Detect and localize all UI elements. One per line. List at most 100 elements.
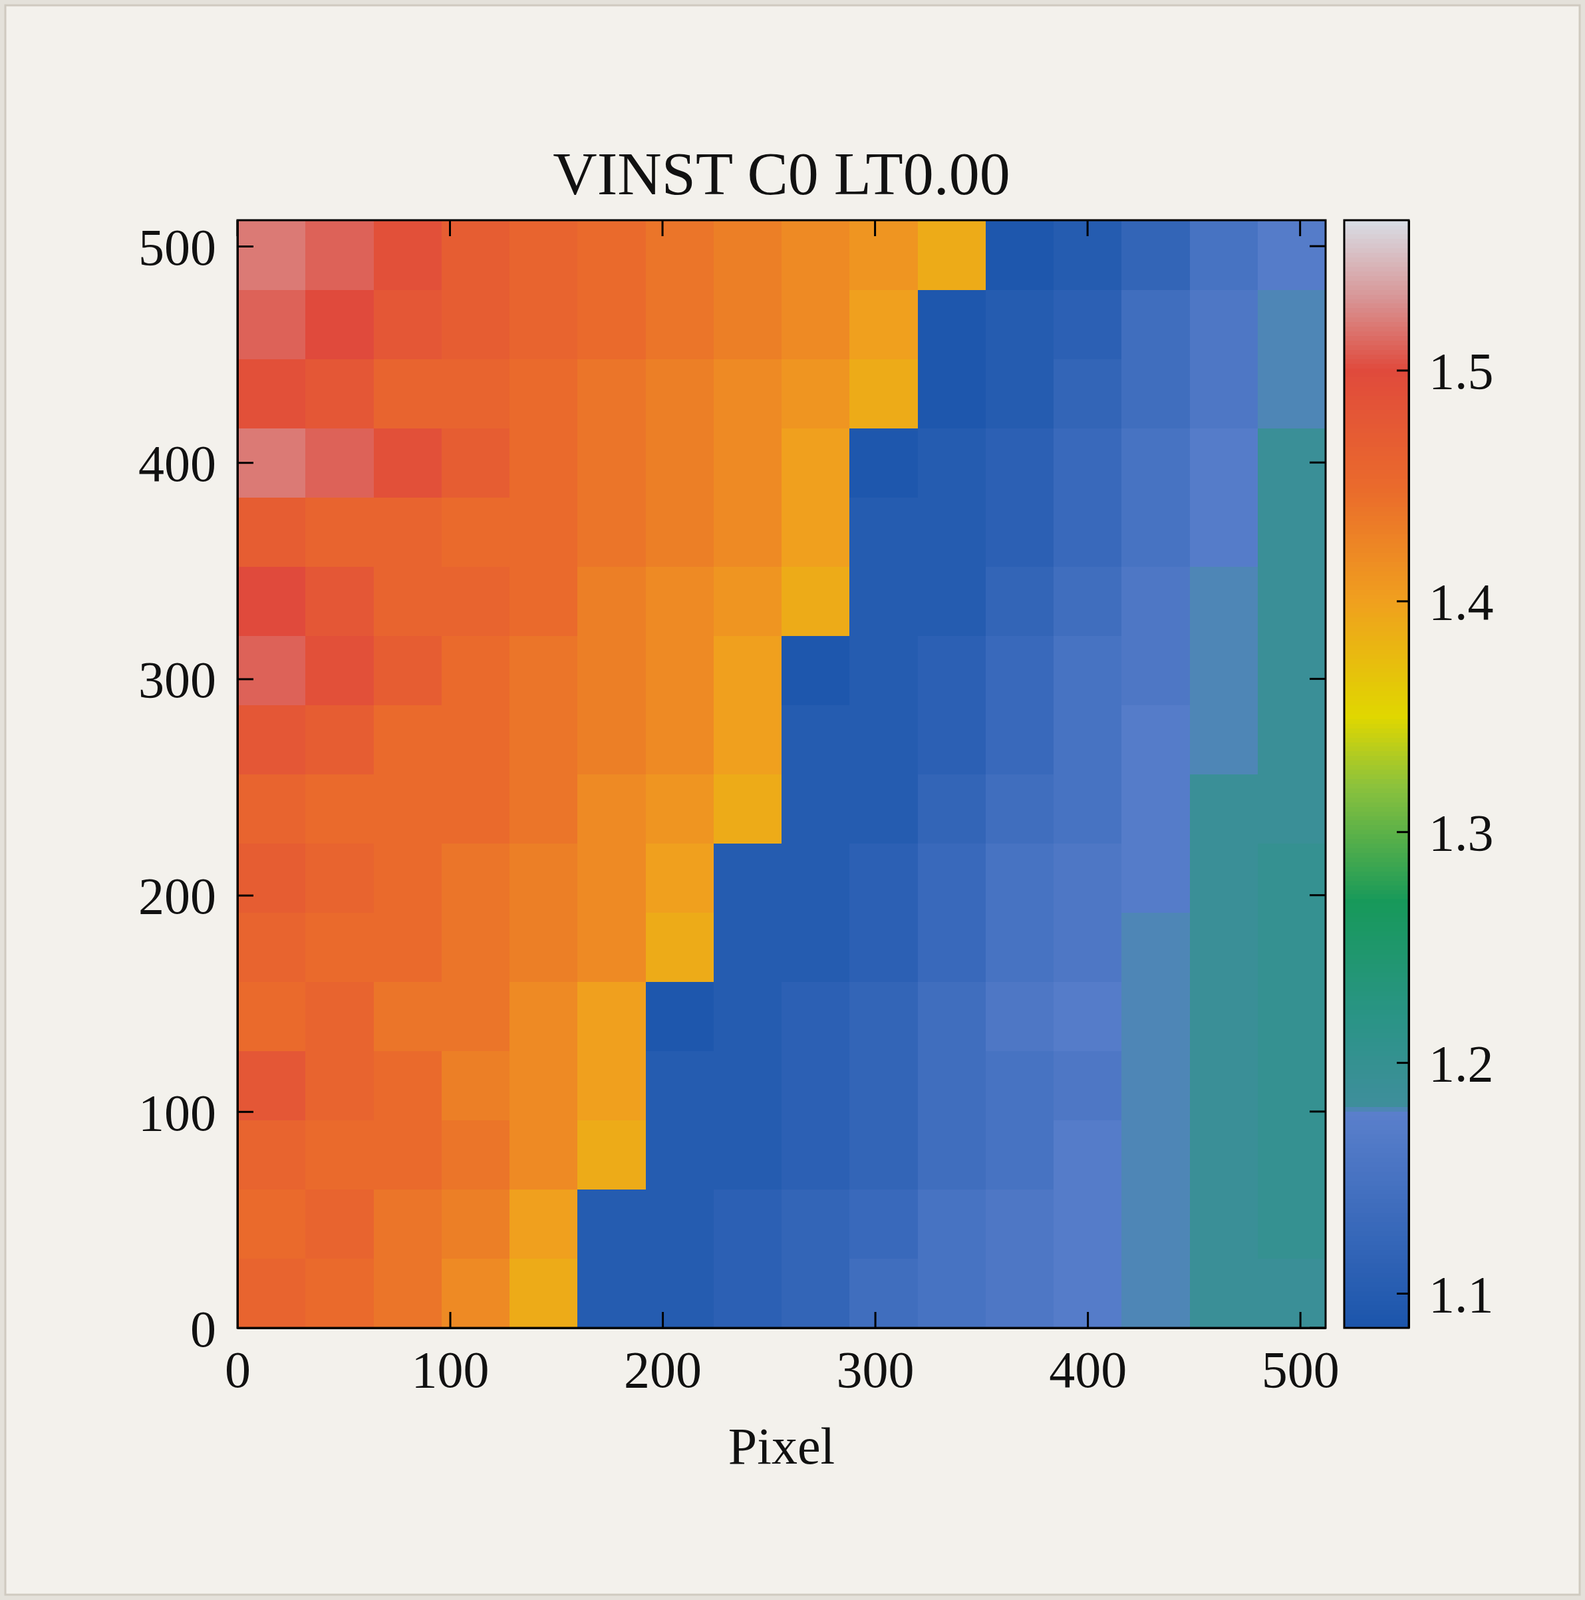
tick-mark (874, 1311, 877, 1328)
color-bar-slice (1344, 1069, 1409, 1075)
cell (1121, 1189, 1190, 1260)
cell (645, 566, 715, 636)
color-bar-slice (1344, 1313, 1409, 1319)
color-bar-slice (1344, 626, 1409, 632)
cell (917, 358, 987, 429)
cell (577, 981, 646, 1052)
color-bar-slice (1344, 1217, 1409, 1223)
cell (985, 635, 1055, 706)
color-bar-slice (1344, 856, 1409, 863)
color-bar-slice (1344, 409, 1409, 415)
cell (237, 704, 306, 775)
color-bar-slice (1344, 529, 1409, 535)
color-bar-slice (1344, 1106, 1409, 1112)
cell (1121, 704, 1190, 775)
color-bar-slice (1344, 741, 1409, 747)
cell (781, 843, 851, 914)
cell (1257, 358, 1326, 429)
color-bar-slice (1344, 713, 1409, 720)
cell (237, 1258, 306, 1328)
color-bar-slice (1344, 349, 1409, 355)
color-bar-slice (1344, 464, 1409, 471)
cell (509, 427, 578, 498)
cell (985, 843, 1055, 914)
cell (577, 496, 646, 567)
cell (1257, 912, 1326, 983)
color-bar-slice (1344, 963, 1409, 969)
cell (1053, 427, 1123, 498)
cell (917, 704, 987, 775)
color-bar-slice (1344, 746, 1409, 752)
color-bar-slice (1344, 824, 1409, 831)
cell (305, 774, 374, 845)
color-bar-slice (1344, 593, 1409, 600)
cell (373, 289, 443, 360)
color-bar-slice (1344, 1272, 1409, 1278)
cell (577, 1050, 646, 1121)
cell (441, 843, 511, 914)
cell (441, 704, 511, 775)
color-bar-slice (1344, 266, 1409, 272)
color-bar-slice (1344, 1170, 1409, 1176)
color-bar-slice (1344, 875, 1409, 881)
color-bar-slice (1344, 224, 1409, 231)
color-bar-axis: 1.11.21.31.41.5 (1396, 220, 1494, 1329)
cell (849, 220, 918, 290)
color-bar-slice (1344, 1230, 1409, 1236)
tick-mark (1309, 1110, 1326, 1113)
cell (373, 843, 443, 914)
color-bar-slice (1344, 293, 1409, 300)
color-bar (1344, 220, 1409, 1329)
color-bar-slice (1344, 1096, 1409, 1103)
cell (645, 774, 715, 845)
cell (985, 427, 1055, 498)
color-bar-slice (1344, 303, 1409, 309)
color-bar-slice (1344, 331, 1409, 337)
cell (509, 912, 578, 983)
cell (509, 220, 578, 290)
cell (305, 496, 374, 567)
cell (645, 1120, 715, 1190)
cell (373, 496, 443, 567)
color-bar-slice (1344, 418, 1409, 424)
tick-mark (1396, 830, 1409, 833)
cell (1257, 704, 1326, 775)
cell (645, 981, 715, 1052)
color-bar-slice (1344, 1018, 1409, 1024)
cell (1121, 912, 1190, 983)
color-bar-slice (1344, 579, 1409, 586)
cell (849, 635, 918, 706)
color-bar-slice (1344, 1244, 1409, 1250)
tick-label: 300 (836, 1340, 915, 1399)
color-bar-slice (1344, 1004, 1409, 1010)
tick-label: 1.1 (1428, 1265, 1494, 1323)
color-bar-slice (1344, 903, 1409, 909)
tick: 100 (411, 1311, 490, 1399)
cell (441, 496, 511, 567)
color-bar-slice (1344, 289, 1409, 295)
cell (985, 1050, 1055, 1121)
tick-mark (873, 220, 876, 237)
color-bar-slice (1344, 991, 1409, 997)
cell (305, 981, 374, 1052)
color-bar-slice (1344, 280, 1409, 286)
color-bar-slice (1344, 460, 1409, 466)
tick-label: 1.2 (1428, 1034, 1494, 1093)
cell (441, 635, 511, 706)
tick-label: 500 (1261, 1340, 1340, 1399)
color-bar-slice (1344, 1087, 1409, 1093)
color-bar-slice (1344, 801, 1409, 807)
color-bar-slice (1344, 405, 1409, 411)
color-bar-slice (1344, 1032, 1409, 1038)
color-bar-slice (1344, 986, 1409, 992)
color-bar-slice (1344, 1239, 1409, 1246)
cell (1257, 427, 1326, 498)
cell (441, 912, 511, 983)
cell (1121, 1050, 1190, 1121)
color-bar-slice (1344, 1055, 1409, 1061)
color-bar-slice (1344, 834, 1409, 840)
cell (577, 774, 646, 845)
cell (1189, 981, 1259, 1052)
cell (985, 566, 1055, 636)
color-bar-slice (1344, 1036, 1409, 1043)
